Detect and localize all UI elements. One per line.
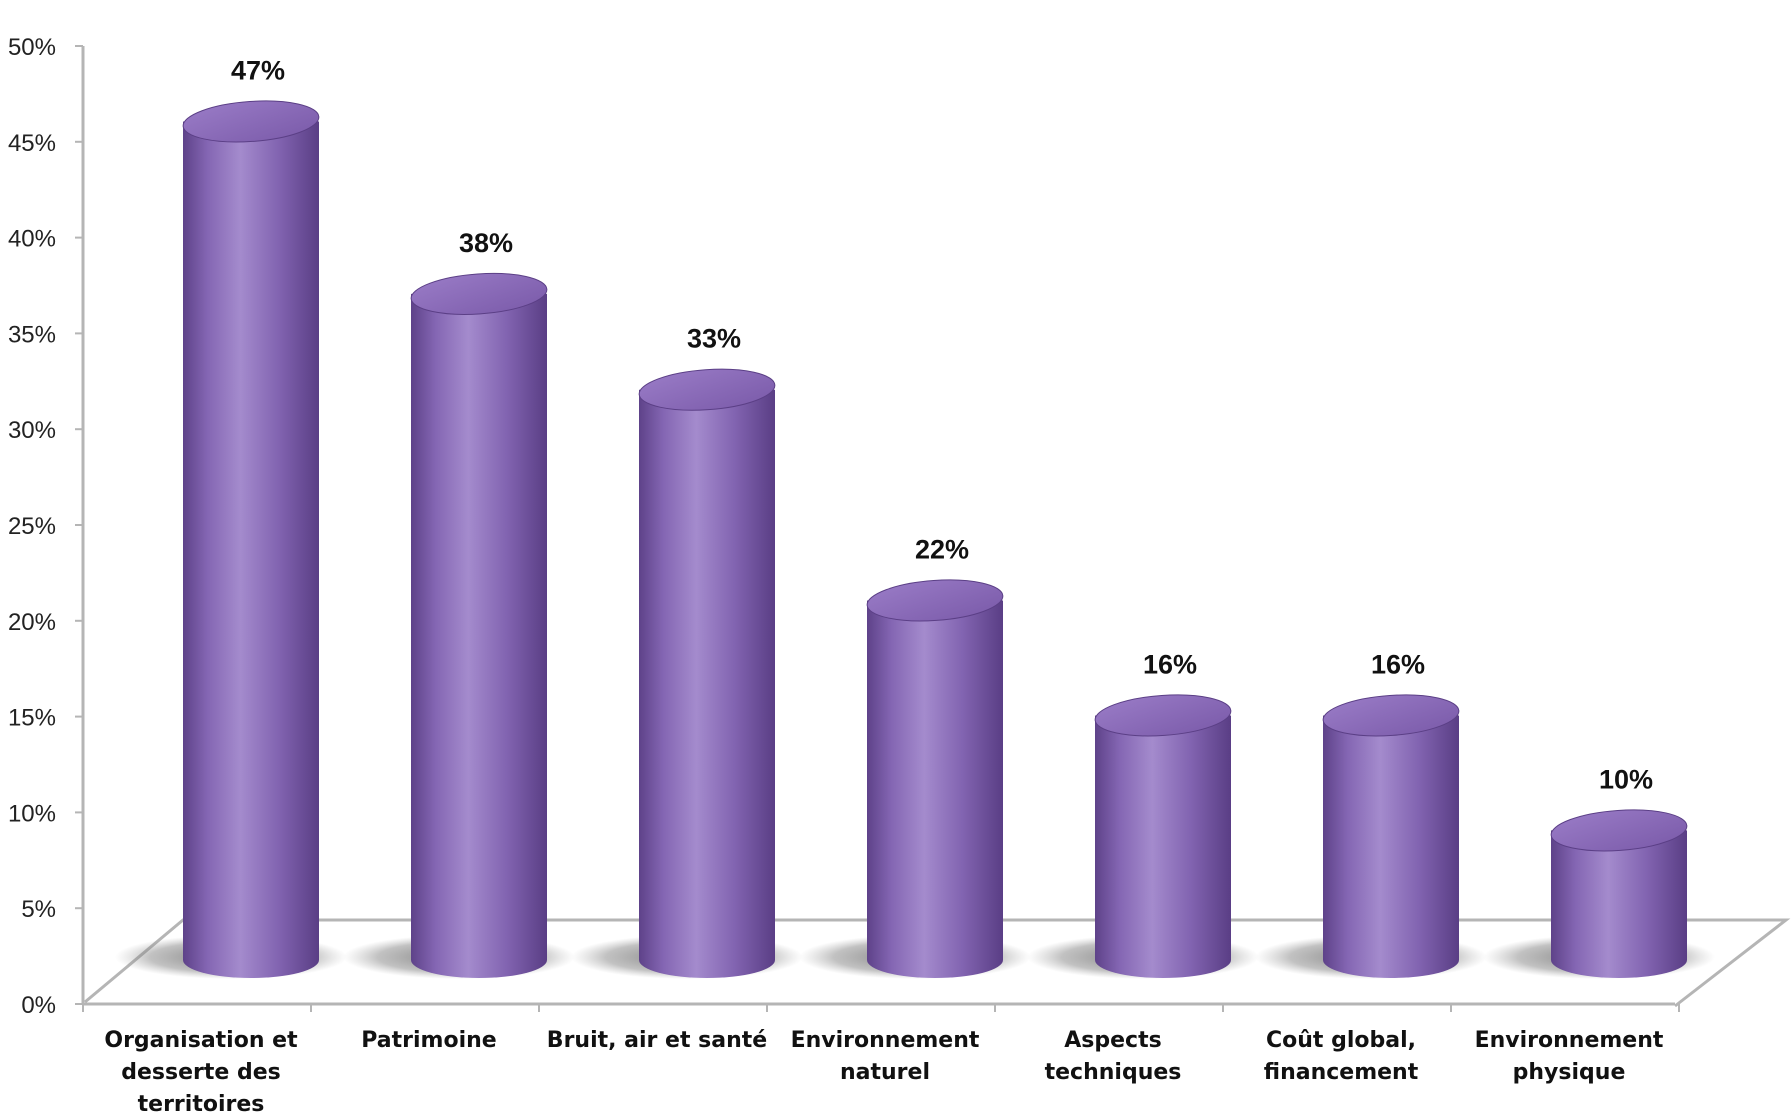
y-tick-label: 20% (8, 609, 56, 636)
x-tick-label: Environnement physique (1475, 1028, 1664, 1085)
bar (571, 368, 803, 979)
y-tick-label: 40% (8, 226, 56, 253)
x-tick-label-line: Environnement (791, 1028, 980, 1053)
bar-top (1094, 694, 1232, 737)
y-tick-label: 10% (8, 800, 56, 827)
bar-body (411, 293, 547, 978)
bar (343, 272, 575, 979)
x-tick-label-line: financement (1264, 1060, 1419, 1085)
bar-body (639, 389, 775, 979)
bar (1027, 694, 1259, 979)
y-tick-label: 5% (21, 896, 56, 923)
data-label: 16% (1143, 649, 1197, 679)
bar-body (867, 600, 1003, 978)
x-tick-label-line: Aspects (1064, 1028, 1161, 1053)
bar-body (1551, 830, 1687, 978)
bar-top (410, 272, 548, 315)
x-tick-label: Bruit, air et santé (547, 1028, 767, 1053)
x-tick-label: Environnement naturel (791, 1028, 980, 1085)
x-tick-label-line: techniques (1045, 1060, 1182, 1085)
bar-top (182, 100, 320, 143)
bar (1483, 809, 1715, 979)
bar (799, 579, 1031, 979)
x-tick-label-line: Bruit, air et santé (547, 1028, 767, 1053)
data-label: 47% (231, 55, 285, 85)
x-tick-label-line: physique (1513, 1060, 1626, 1085)
y-tick-label: 0% (21, 992, 56, 1019)
x-tick-label-line: Coût global, (1266, 1028, 1416, 1053)
x-tick-label: Organisation et desserte des territoires (104, 1028, 298, 1112)
y-tick-label: 30% (8, 417, 56, 444)
y-tick-label: 45% (8, 130, 56, 157)
x-tick-label-line: Organisation et (104, 1028, 298, 1053)
data-label: 16% (1371, 649, 1425, 679)
bar-body (1323, 715, 1459, 978)
bar (115, 100, 347, 979)
data-label: 38% (459, 228, 513, 258)
data-label: 33% (687, 324, 741, 354)
y-tick-label: 15% (8, 705, 56, 732)
y-tick-label: 35% (8, 321, 56, 348)
y-tick-label: 50% (8, 34, 56, 61)
y-tick-label: 25% (8, 513, 56, 540)
bar-top (638, 368, 776, 411)
bar (1255, 694, 1487, 979)
bar-body (183, 121, 319, 979)
x-tick-label: Coût global, financement (1264, 1028, 1419, 1085)
bar-top (1550, 809, 1688, 852)
x-tick-label-line: territoires (138, 1092, 265, 1112)
x-tick-label-line: desserte des (121, 1060, 281, 1085)
x-tick-label: Patrimoine (361, 1028, 496, 1053)
bar-body (1095, 715, 1231, 978)
x-tick-label-line: naturel (840, 1060, 930, 1085)
data-label: 22% (915, 534, 969, 564)
x-tick-label-line: Environnement (1475, 1028, 1664, 1053)
bar-top (1322, 694, 1460, 737)
bar-top (866, 579, 1004, 622)
x-tick-label: Aspects techniques (1045, 1028, 1182, 1085)
x-tick-label-line: Patrimoine (361, 1028, 496, 1053)
data-label: 10% (1599, 764, 1653, 794)
